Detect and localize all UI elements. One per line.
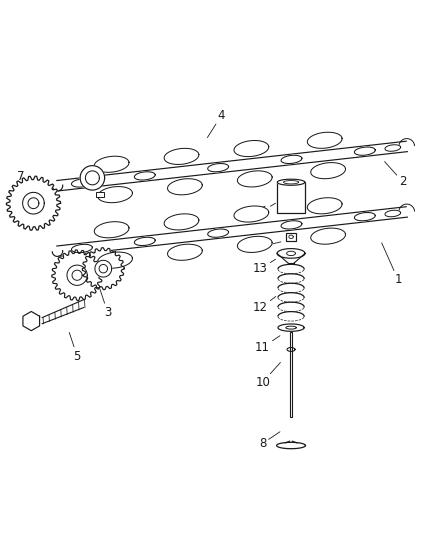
- Text: 5: 5: [69, 333, 81, 362]
- Polygon shape: [307, 198, 342, 214]
- Polygon shape: [52, 250, 102, 301]
- Polygon shape: [23, 192, 44, 214]
- Polygon shape: [234, 141, 268, 157]
- Polygon shape: [208, 164, 229, 172]
- Text: 1: 1: [381, 243, 402, 286]
- Polygon shape: [277, 179, 305, 185]
- Polygon shape: [234, 206, 268, 222]
- Polygon shape: [72, 270, 82, 280]
- Text: 2: 2: [385, 161, 406, 188]
- Text: 4: 4: [208, 109, 225, 138]
- Polygon shape: [385, 210, 401, 217]
- Polygon shape: [277, 248, 305, 258]
- Polygon shape: [134, 172, 155, 180]
- Polygon shape: [80, 166, 105, 190]
- Polygon shape: [208, 229, 229, 237]
- Polygon shape: [164, 214, 199, 230]
- Bar: [277, 182, 305, 213]
- Polygon shape: [385, 145, 401, 151]
- Polygon shape: [354, 213, 375, 221]
- Polygon shape: [98, 187, 132, 203]
- Polygon shape: [99, 264, 107, 273]
- Polygon shape: [311, 228, 346, 244]
- Polygon shape: [23, 311, 39, 330]
- Bar: [286, 233, 296, 241]
- Polygon shape: [277, 442, 305, 449]
- Text: 7: 7: [17, 171, 24, 191]
- Polygon shape: [167, 244, 202, 260]
- Polygon shape: [237, 171, 272, 187]
- Polygon shape: [71, 244, 92, 253]
- Polygon shape: [167, 179, 202, 195]
- Text: 8: 8: [259, 432, 280, 450]
- Polygon shape: [95, 260, 112, 277]
- Bar: [96, 192, 104, 197]
- Polygon shape: [134, 237, 155, 246]
- Polygon shape: [307, 132, 342, 148]
- Text: 14: 14: [253, 240, 281, 253]
- Polygon shape: [237, 236, 272, 253]
- Polygon shape: [98, 252, 132, 268]
- Polygon shape: [94, 156, 129, 172]
- Bar: [290, 332, 292, 417]
- Polygon shape: [287, 348, 295, 351]
- Polygon shape: [164, 148, 199, 165]
- Polygon shape: [7, 176, 60, 230]
- Polygon shape: [278, 324, 304, 332]
- Polygon shape: [82, 248, 124, 289]
- Text: 3: 3: [100, 289, 111, 319]
- Text: 10: 10: [255, 362, 280, 389]
- Polygon shape: [71, 179, 92, 187]
- Polygon shape: [94, 222, 129, 238]
- Polygon shape: [28, 198, 39, 208]
- Text: 12: 12: [253, 296, 276, 314]
- Text: 15: 15: [253, 203, 276, 219]
- Text: 11: 11: [255, 336, 280, 354]
- Polygon shape: [281, 221, 302, 229]
- Text: 13: 13: [253, 259, 276, 275]
- Polygon shape: [281, 155, 302, 164]
- Polygon shape: [67, 265, 87, 285]
- Text: 6: 6: [98, 184, 107, 203]
- Polygon shape: [311, 163, 346, 179]
- Polygon shape: [354, 147, 375, 155]
